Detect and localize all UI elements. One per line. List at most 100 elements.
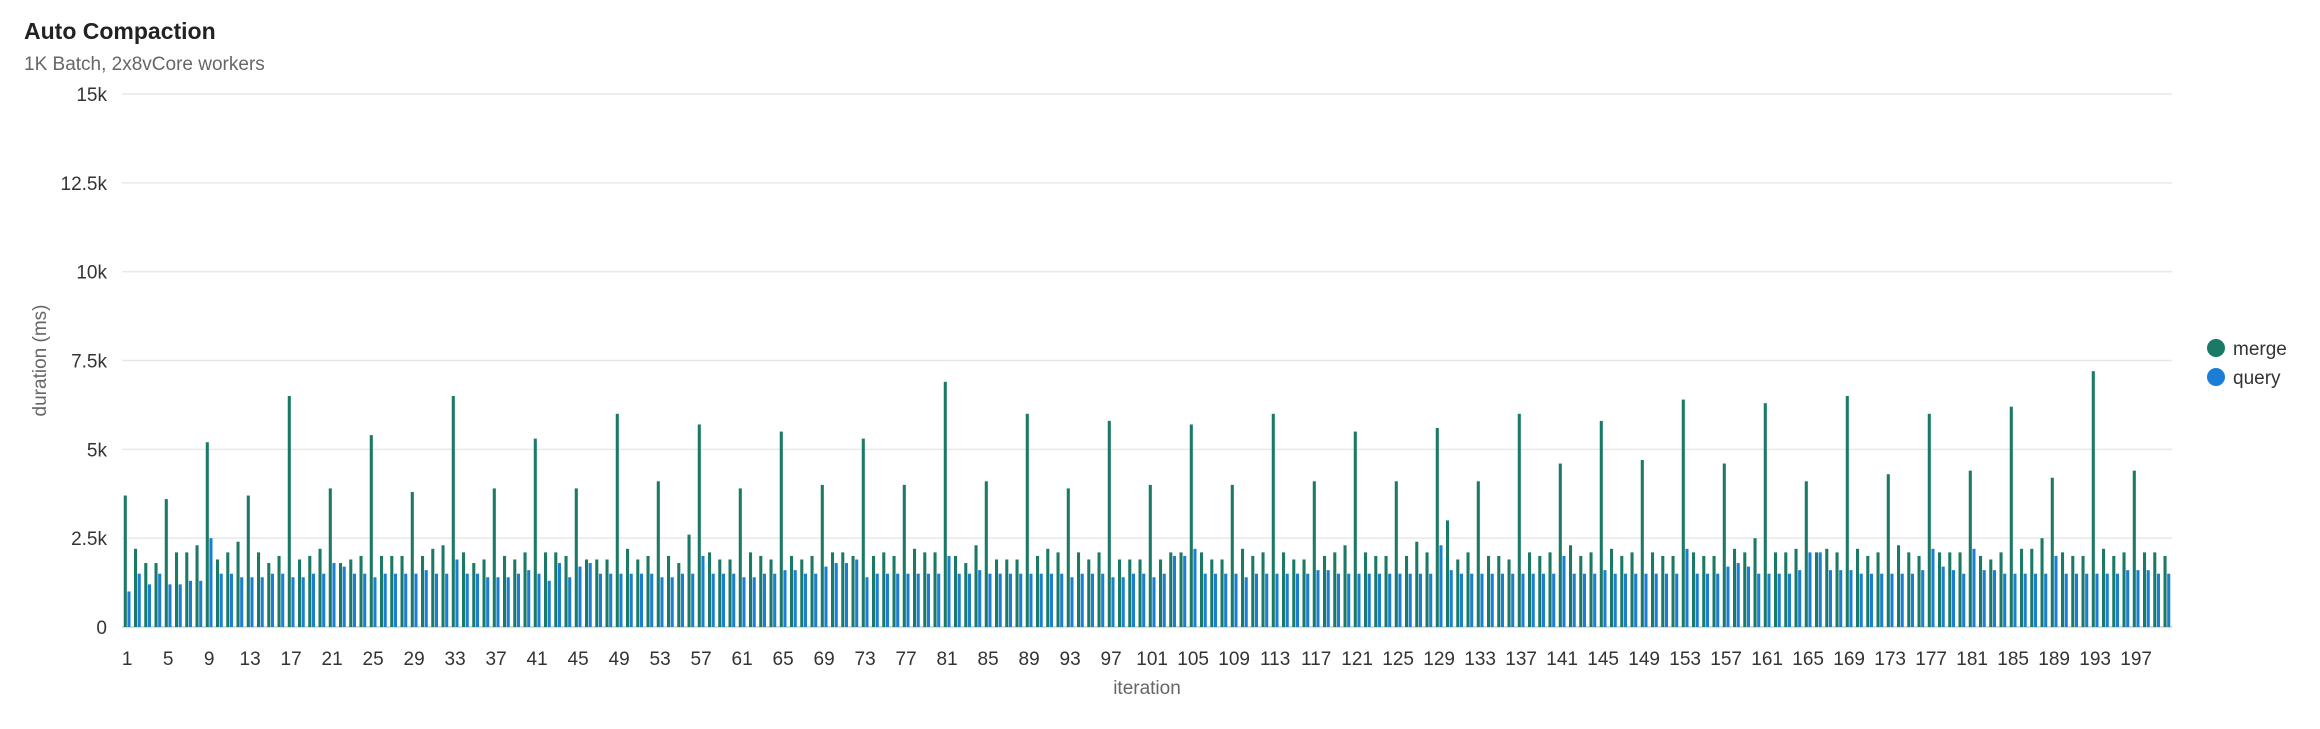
- bar-merge[interactable]: [697, 424, 701, 627]
- bar-merge[interactable]: [1958, 552, 1962, 627]
- bar-merge[interactable]: [134, 548, 138, 627]
- bar-merge[interactable]: [841, 552, 845, 627]
- bar-query[interactable]: [1664, 573, 1668, 627]
- bar-query[interactable]: [1623, 573, 1627, 627]
- bar-merge[interactable]: [1538, 555, 1542, 627]
- bar-query[interactable]: [598, 573, 602, 627]
- bar-query[interactable]: [424, 570, 428, 627]
- bar-query[interactable]: [1900, 573, 1904, 627]
- bar-merge[interactable]: [1722, 463, 1726, 627]
- bar-merge[interactable]: [1897, 545, 1901, 627]
- bar-query[interactable]: [793, 570, 797, 627]
- bar-query[interactable]: [1357, 573, 1361, 627]
- bar-merge[interactable]: [1671, 555, 1675, 627]
- bar-query[interactable]: [1254, 573, 1258, 627]
- bar-query[interactable]: [1377, 573, 1381, 627]
- bar-merge[interactable]: [390, 555, 394, 627]
- bar-merge[interactable]: [308, 555, 312, 627]
- bar-query[interactable]: [1234, 573, 1238, 627]
- bar-merge[interactable]: [954, 555, 958, 627]
- bar-query[interactable]: [1849, 570, 1853, 627]
- bar-merge[interactable]: [1753, 538, 1757, 627]
- bar-query[interactable]: [670, 577, 674, 627]
- bar-merge[interactable]: [246, 495, 250, 627]
- bar-query[interactable]: [1398, 573, 1402, 627]
- bar-query[interactable]: [988, 573, 992, 627]
- bar-query[interactable]: [1367, 573, 1371, 627]
- bar-merge[interactable]: [2102, 548, 2106, 627]
- bar-merge[interactable]: [1077, 552, 1081, 627]
- bar-query[interactable]: [803, 573, 807, 627]
- bar-query[interactable]: [1962, 573, 1966, 627]
- bar-merge[interactable]: [831, 552, 835, 627]
- bar-query[interactable]: [711, 573, 715, 627]
- bar-merge[interactable]: [708, 552, 712, 627]
- bar-query[interactable]: [1593, 573, 1597, 627]
- bar-merge[interactable]: [1712, 555, 1716, 627]
- bar-merge[interactable]: [544, 552, 548, 627]
- legend-label-query[interactable]: query: [2233, 368, 2281, 389]
- bar-merge[interactable]: [687, 534, 691, 627]
- bar-query[interactable]: [260, 577, 264, 627]
- bar-query[interactable]: [2105, 573, 2109, 627]
- bar-merge[interactable]: [1415, 541, 1419, 627]
- bar-query[interactable]: [2064, 573, 2068, 627]
- bar-query[interactable]: [896, 573, 900, 627]
- bar-query[interactable]: [281, 573, 285, 627]
- bar-query[interactable]: [906, 573, 910, 627]
- bar-merge[interactable]: [349, 559, 353, 627]
- bar-query[interactable]: [434, 573, 438, 627]
- bar-query[interactable]: [1675, 573, 1679, 627]
- bar-query[interactable]: [2136, 570, 2140, 627]
- bar-merge[interactable]: [1661, 555, 1665, 627]
- bar-query[interactable]: [1777, 573, 1781, 627]
- bar-merge[interactable]: [1066, 488, 1070, 627]
- bar-merge[interactable]: [636, 559, 640, 627]
- bar-merge[interactable]: [1159, 559, 1163, 627]
- bar-query[interactable]: [2033, 573, 2037, 627]
- bar-merge[interactable]: [2071, 555, 2075, 627]
- bar-merge[interactable]: [984, 481, 988, 627]
- bar-query[interactable]: [783, 570, 787, 627]
- bar-merge[interactable]: [872, 555, 876, 627]
- bar-query[interactable]: [1162, 573, 1166, 627]
- bar-merge[interactable]: [1220, 559, 1224, 627]
- bar-query[interactable]: [383, 573, 387, 627]
- bar-merge[interactable]: [1261, 552, 1265, 627]
- bar-merge[interactable]: [923, 552, 927, 627]
- bar-query[interactable]: [834, 563, 838, 627]
- bar-merge[interactable]: [431, 548, 435, 627]
- bar-query[interactable]: [147, 584, 151, 627]
- bar-query[interactable]: [1736, 563, 1740, 627]
- bar-query[interactable]: [660, 577, 664, 627]
- bar-merge[interactable]: [728, 559, 732, 627]
- bar-query[interactable]: [1859, 573, 1863, 627]
- bar-query[interactable]: [516, 573, 520, 627]
- bar-query[interactable]: [1142, 573, 1146, 627]
- bar-query[interactable]: [1644, 573, 1648, 627]
- bar-query[interactable]: [1244, 577, 1248, 627]
- bar-merge[interactable]: [1886, 474, 1890, 627]
- bar-merge[interactable]: [554, 552, 558, 627]
- bar-merge[interactable]: [1784, 552, 1788, 627]
- bar-query[interactable]: [1941, 566, 1945, 627]
- bar-query[interactable]: [168, 584, 172, 627]
- bar-merge[interactable]: [1241, 548, 1245, 627]
- bar-query[interactable]: [1757, 573, 1761, 627]
- bar-merge[interactable]: [1179, 552, 1183, 627]
- bar-query[interactable]: [1531, 573, 1535, 627]
- bar-query[interactable]: [721, 573, 725, 627]
- bar-merge[interactable]: [1927, 413, 1931, 627]
- bar-merge[interactable]: [1435, 428, 1439, 627]
- bar-query[interactable]: [1890, 573, 1894, 627]
- bar-query[interactable]: [1152, 577, 1156, 627]
- bar-query[interactable]: [1992, 570, 1996, 627]
- bar-merge[interactable]: [369, 435, 373, 627]
- bar-query[interactable]: [1634, 573, 1638, 627]
- bar-merge[interactable]: [1374, 555, 1378, 627]
- bar-merge[interactable]: [1528, 552, 1532, 627]
- bar-query[interactable]: [978, 570, 982, 627]
- bar-merge[interactable]: [615, 413, 619, 627]
- bar-query[interactable]: [496, 577, 500, 627]
- bar-query[interactable]: [373, 577, 377, 627]
